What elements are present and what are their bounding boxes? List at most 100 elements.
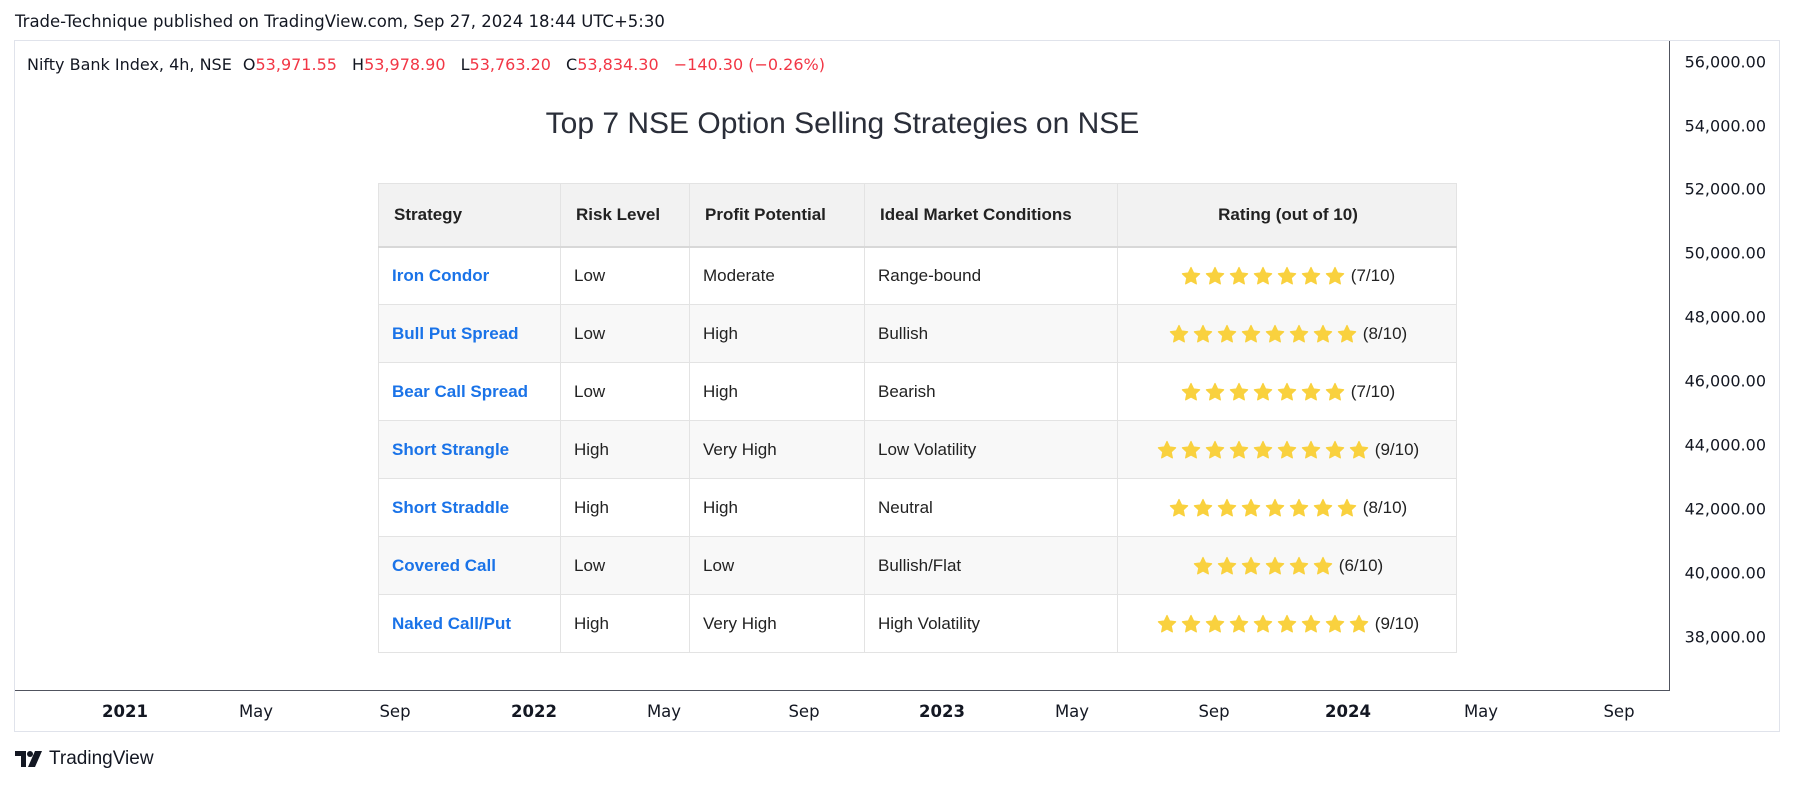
price-tick-label: 44,000.00 (1684, 435, 1766, 455)
star-rating (1155, 613, 1371, 634)
strategy-name-link[interactable]: Bull Put Spread (378, 304, 561, 363)
profit-potential-cell: Moderate (689, 246, 865, 305)
low-value: 53,763.20 (469, 55, 551, 74)
rating-cell: (6/10) (1117, 536, 1457, 595)
star-rating (1179, 381, 1347, 402)
star-icon (1265, 556, 1284, 575)
header-rating: Rating (out of 10) (1117, 183, 1457, 248)
market-conditions-cell: Bearish (864, 362, 1118, 421)
tradingview-brand[interactable]: TradingView (15, 748, 154, 770)
star-icon (1289, 556, 1308, 575)
strategy-name-link[interactable]: Bear Call Spread (378, 362, 561, 421)
profit-potential-cell: Low (689, 536, 865, 595)
time-tick-label: May (1054, 702, 1090, 721)
star-icon (1181, 440, 1200, 459)
star-icon (1205, 440, 1224, 459)
time-tick-label: Sep (1198, 702, 1230, 721)
time-tick-label: 2021 (102, 702, 148, 721)
time-tick-label: May (238, 702, 274, 721)
profit-potential-cell: Very High (689, 420, 865, 479)
market-conditions-cell: High Volatility (864, 594, 1118, 653)
risk-level-cell: Low (560, 536, 690, 595)
symbol-name[interactable]: Nifty Bank Index, 4h, NSE (27, 55, 232, 74)
price-tick-label: 38,000.00 (1684, 627, 1766, 647)
price-tick-label: 50,000.00 (1684, 243, 1766, 263)
star-icon (1301, 614, 1320, 633)
time-tick-label: May (646, 702, 682, 721)
table-row: Iron Condor Low Moderate Range-bound (7/10) (378, 246, 1457, 305)
star-icon (1241, 498, 1260, 517)
star-icon (1325, 267, 1344, 285)
star-icon (1193, 556, 1212, 575)
star-icon (1301, 440, 1320, 459)
change-value: −140.30 (−0.26%) (673, 55, 825, 74)
price-tick-label: 48,000.00 (1684, 307, 1766, 327)
price-tick-label: 56,000.00 (1684, 52, 1766, 72)
market-conditions-cell: Range-bound (864, 246, 1118, 305)
star-icon (1277, 440, 1296, 459)
rating-cell: (7/10) (1117, 246, 1457, 305)
price-tick-label: 46,000.00 (1684, 371, 1766, 391)
price-axis[interactable]: 56,000.00 54,000.00 52,000.00 50,000.00 48,0… (1671, 41, 1780, 691)
star-icon (1289, 498, 1308, 517)
rating-cell: (8/10) (1117, 304, 1457, 363)
market-conditions-cell: Bullish (864, 304, 1118, 363)
star-icon (1229, 614, 1248, 633)
star-icon (1157, 440, 1176, 459)
strategy-name-link[interactable]: Covered Call (378, 536, 561, 595)
star-icon (1205, 267, 1224, 285)
rating-cell: (7/10) (1117, 362, 1457, 421)
time-tick-label: May (1463, 702, 1499, 721)
low-key: L (460, 55, 470, 74)
brand-name: TradingView (49, 748, 154, 769)
risk-level-cell: Low (560, 304, 690, 363)
star-icon (1313, 556, 1332, 575)
rating-score: (8/10) (1362, 497, 1408, 517)
plot-area[interactable]: Nifty Bank Index, 4h, NSE O53,971.55 H53… (15, 41, 1670, 691)
star-icon (1193, 498, 1212, 517)
star-icon (1217, 498, 1236, 517)
star-icon (1265, 324, 1284, 343)
open-value: 53,971.55 (255, 55, 337, 74)
axis-corner (1671, 692, 1780, 732)
strategy-name-link[interactable]: Iron Condor (378, 246, 561, 305)
time-axis[interactable]: 2021 May Sep 2022 May Sep 2023 May Sep 2024 May Sep (15, 692, 1670, 732)
risk-level-cell: High (560, 478, 690, 537)
header-strategy: Strategy (378, 183, 561, 248)
header-profit-potential: Profit Potential (689, 183, 865, 248)
star-icon (1241, 324, 1260, 343)
symbol-legend: Nifty Bank Index, 4h, NSE O53,971.55 H53… (27, 55, 835, 74)
price-tick-label: 42,000.00 (1684, 499, 1766, 519)
risk-level-cell: Low (560, 246, 690, 305)
star-icon (1337, 498, 1356, 517)
rating-score: (6/10) (1338, 555, 1384, 575)
star-rating (1191, 555, 1335, 576)
star-icon (1349, 440, 1368, 459)
strategy-table: Strategy Risk Level Profit Potential Ide… (378, 183, 1457, 653)
star-icon (1253, 440, 1272, 459)
rating-score: (7/10) (1350, 265, 1396, 285)
star-icon (1217, 556, 1236, 575)
strategy-name-link[interactable]: Naked Call/Put (378, 594, 561, 653)
market-conditions-cell: Bullish/Flat (864, 536, 1118, 595)
chart-frame: Nifty Bank Index, 4h, NSE O53,971.55 H53… (14, 40, 1780, 732)
star-icon (1313, 498, 1332, 517)
strategy-name-link[interactable]: Short Straddle (378, 478, 561, 537)
rating-cell: (8/10) (1117, 478, 1457, 537)
star-rating (1155, 439, 1371, 460)
price-tick-label: 52,000.00 (1684, 179, 1766, 199)
strategy-name-link[interactable]: Short Strangle (378, 420, 561, 479)
star-icon (1349, 614, 1368, 633)
star-icon (1193, 324, 1212, 343)
high-value: 53,978.90 (364, 55, 446, 74)
rating-cell: (9/10) (1117, 594, 1457, 653)
star-icon (1337, 324, 1356, 343)
star-rating (1179, 266, 1347, 287)
profit-potential-cell: High (689, 362, 865, 421)
rating-score: (9/10) (1374, 613, 1420, 633)
star-rating (1167, 497, 1359, 518)
star-icon (1325, 614, 1344, 633)
star-rating (1167, 323, 1359, 344)
star-icon (1169, 498, 1188, 517)
star-icon (1181, 614, 1200, 633)
